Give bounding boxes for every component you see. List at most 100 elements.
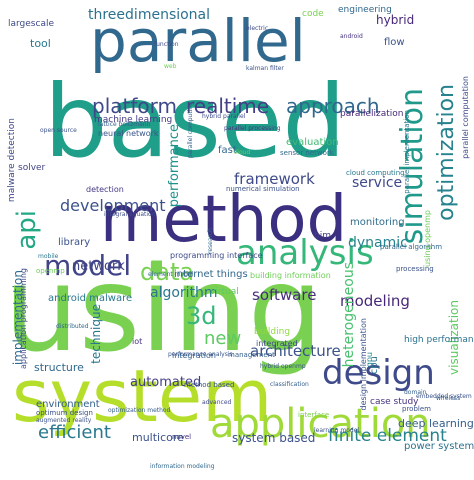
word-platform: platform	[92, 94, 177, 118]
word-high-performance: high performance	[404, 335, 474, 345]
word-cloud-computing: cloud computing	[346, 169, 405, 177]
word-performance: performance	[167, 124, 182, 208]
word-new: new	[204, 328, 242, 349]
word-machine-learning: machine learning	[94, 115, 173, 125]
word-web: web	[164, 63, 177, 70]
word-largescale: largescale	[8, 19, 54, 29]
word-code: code	[302, 9, 324, 19]
word-open-source: open source	[40, 127, 77, 134]
word-fast: fast	[218, 145, 237, 156]
word-solver: solver	[18, 163, 46, 173]
word-technique: technique	[89, 304, 103, 364]
word-library: library	[58, 237, 91, 248]
word-using: using	[4, 240, 323, 378]
word-lattice-boltzmann: lattice boltzmann	[98, 121, 151, 128]
word-modeling: modeling	[340, 292, 410, 310]
word-design: design	[322, 353, 435, 393]
word-parallel-computation: parallel computation	[461, 76, 470, 159]
word-function: function	[154, 41, 179, 48]
word-android-malware: android malware	[48, 293, 133, 304]
word-programming-interface: programming interface	[170, 251, 263, 260]
word-classification: classification	[270, 381, 309, 388]
word-kalman-filter: kalman filter	[246, 65, 284, 72]
word-threedimensional: threedimensional	[88, 7, 211, 23]
word-element-model: element model	[148, 271, 194, 278]
word-tool: tool	[30, 37, 51, 50]
word-api: api	[12, 210, 42, 250]
word-case-study: case study	[370, 397, 419, 407]
word-cloud: cloud	[234, 149, 251, 156]
word-environment: environment	[36, 399, 100, 410]
word-3d: 3d	[186, 302, 217, 330]
word-framework: framework	[234, 170, 315, 188]
word-embedded-system: embedded system	[416, 393, 472, 400]
word-parallel: parallel	[90, 7, 306, 75]
word-power-system: power system	[404, 441, 474, 452]
word-malware-detection: malware detection	[7, 118, 17, 203]
word-augmented-reality: augmented reality	[36, 417, 92, 424]
word-interface: interface	[298, 411, 330, 419]
word-evaluation: evaluation	[286, 137, 339, 148]
word-network: network	[72, 259, 125, 274]
word-based: based	[44, 63, 346, 180]
word-information-modeling: information modeling	[150, 463, 215, 470]
word-detection: detection	[86, 185, 124, 194]
word-heterogeneous: heterogeneous	[341, 262, 357, 368]
word-integration: integration	[172, 351, 216, 360]
word-system-based: system based	[232, 431, 316, 445]
word-design-implementation: design implementation	[359, 318, 368, 411]
word-application: application	[210, 401, 431, 447]
word-method-based: method based	[184, 381, 235, 389]
word-parallel-implementation: parallel implementation	[403, 110, 411, 194]
word-iot: iot	[132, 337, 143, 346]
word-parallel-processing: parallel processing	[224, 125, 281, 132]
word-android: android	[340, 33, 363, 40]
word-parallelization: parallelization	[340, 109, 404, 119]
word-internet-things: internet things	[174, 269, 248, 280]
word-advanced: advanced	[202, 399, 232, 406]
word-research: research	[207, 228, 214, 254]
word-software: software	[252, 286, 317, 304]
word-parallel-computing: parallel computing	[187, 102, 194, 159]
word-realtime: realtime	[186, 94, 270, 118]
word-sensor-network: sensor network	[280, 149, 334, 157]
word-algorithm: algorithm	[150, 285, 218, 301]
word-architecture: architecture	[250, 342, 341, 360]
word-monitoring: monitoring	[350, 217, 405, 228]
word-method: method	[100, 183, 348, 257]
word-integral-equation: integral equation	[104, 211, 156, 218]
word-analysis: analysis	[236, 233, 374, 273]
word-electric: electric	[246, 25, 269, 32]
word-dynamic: dynamic	[348, 235, 408, 251]
word-automated: automated	[130, 375, 202, 390]
word-numerical-simulation: numerical simulation	[226, 185, 300, 193]
word-integrated: integrated	[256, 339, 298, 348]
word-problem: problem	[402, 405, 431, 413]
word-openmp: openmp	[36, 267, 65, 275]
word-novel: novel	[172, 433, 192, 441]
word-structure: structure	[34, 361, 84, 374]
word-optimization-method: optimization method	[108, 407, 171, 414]
word-development: development	[60, 196, 166, 215]
word-efficient: efficient	[38, 422, 111, 443]
word-engineering: engineering	[338, 5, 392, 15]
word-data: data	[140, 258, 195, 286]
word-service: service	[352, 175, 403, 191]
word-performance-analysis: performance analysis	[168, 351, 233, 358]
word-optimum-design: optimum design	[36, 409, 93, 417]
word-multicore: multicore	[132, 431, 184, 444]
word-building-information: building information	[250, 271, 331, 280]
word-virtual: virtual	[210, 287, 239, 297]
word-approach: approach	[286, 94, 380, 118]
word-mobile: mobile	[38, 253, 59, 260]
word-bim: bim	[314, 231, 331, 241]
word-hybrid-openmp: hybrid openmp	[260, 363, 306, 370]
word-flow: flow	[384, 37, 405, 48]
word-hybrid: hybrid	[376, 13, 415, 27]
word-finite-element: finite element	[328, 426, 447, 446]
word-deep-learning: deep learning	[398, 417, 474, 430]
word-hybrid-parallel: hybrid parallel	[202, 113, 246, 120]
word-distributed: distributed	[56, 323, 89, 330]
word-management: management	[228, 351, 275, 359]
